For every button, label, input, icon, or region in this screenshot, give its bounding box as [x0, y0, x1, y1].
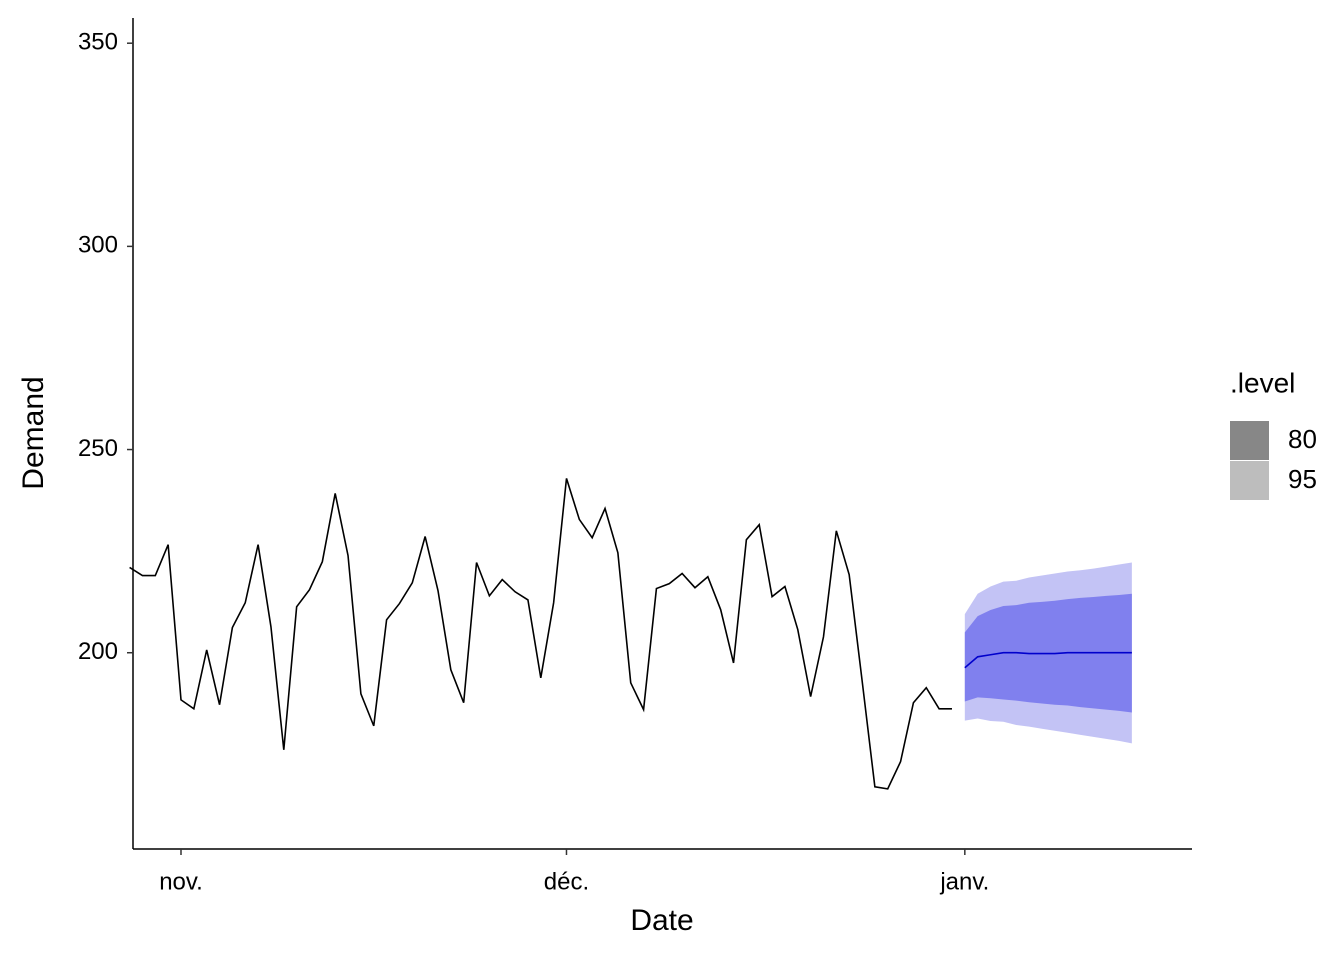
legend-swatch — [1230, 461, 1269, 500]
legend-label: 95 — [1288, 464, 1317, 494]
x-tick-label: janv. — [939, 868, 989, 895]
legend-swatch — [1230, 421, 1269, 460]
y-tick-label: 350 — [78, 29, 118, 56]
y-axis-title: Demand — [17, 376, 50, 489]
legend-title: .level — [1230, 367, 1295, 398]
x-axis-title: Date — [630, 904, 693, 937]
y-tick-label: 200 — [78, 638, 118, 665]
legend-label: 80 — [1288, 424, 1317, 454]
x-tick-label: déc. — [544, 868, 589, 895]
x-tick-label: nov. — [159, 868, 203, 895]
series-line — [964, 651, 1132, 669]
y-tick-label: 300 — [78, 232, 118, 259]
series-line — [129, 478, 952, 790]
y-tick-label: 250 — [78, 435, 118, 462]
